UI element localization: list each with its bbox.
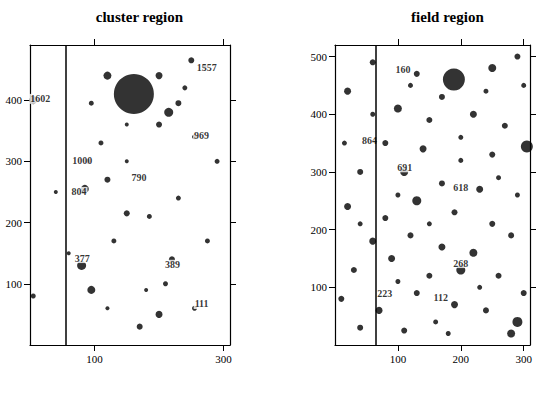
svg-text:969: 969	[194, 130, 209, 141]
svg-text:200: 200	[6, 217, 23, 229]
svg-text:100: 100	[390, 353, 407, 365]
svg-text:200: 200	[453, 353, 470, 365]
svg-text:618: 618	[453, 182, 468, 193]
svg-text:691: 691	[397, 162, 412, 173]
svg-text:111: 111	[195, 298, 209, 309]
svg-text:500: 500	[311, 51, 328, 63]
svg-text:100: 100	[6, 278, 23, 290]
svg-text:cluster region: cluster region	[96, 9, 184, 25]
svg-text:300: 300	[515, 353, 532, 365]
svg-text:300: 300	[6, 155, 23, 167]
svg-text:389: 389	[165, 259, 180, 270]
svg-text:100: 100	[86, 353, 103, 365]
svg-text:400: 400	[6, 94, 23, 106]
svg-text:790: 790	[132, 172, 147, 183]
svg-text:200: 200	[311, 224, 328, 236]
svg-text:100: 100	[311, 281, 328, 293]
svg-text:804: 804	[72, 186, 87, 197]
svg-text:864: 864	[362, 135, 377, 146]
svg-text:1000: 1000	[72, 155, 92, 166]
svg-text:400: 400	[311, 108, 328, 120]
svg-text:160: 160	[395, 64, 410, 75]
svg-text:300: 300	[215, 353, 232, 365]
svg-text:377: 377	[75, 253, 90, 264]
svg-text:300: 300	[311, 166, 328, 178]
svg-text:268: 268	[453, 258, 468, 269]
svg-text:112: 112	[433, 292, 447, 303]
svg-text:field region: field region	[411, 9, 484, 25]
svg-text:1602: 1602	[30, 93, 50, 104]
svg-text:1557: 1557	[197, 62, 217, 73]
svg-text:223: 223	[377, 288, 392, 299]
